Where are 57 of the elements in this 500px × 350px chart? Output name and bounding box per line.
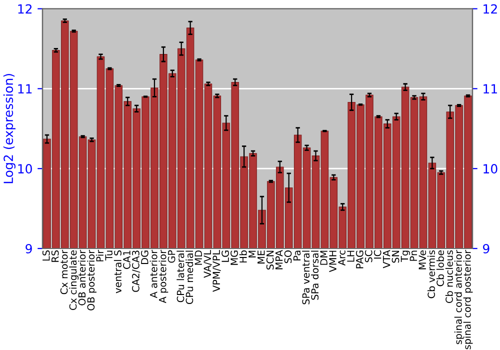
x-tick-label: DG: [140, 250, 148, 264]
x-tick-label: Pir: [96, 250, 104, 262]
x-tick-label: Tg: [400, 250, 410, 262]
x-tick-label: VMH: [329, 250, 336, 272]
y2-tick-label: 10: [484, 164, 498, 174]
x-tick-label: SPa dorsal: [311, 250, 319, 300]
x-tick-label: Pn: [410, 250, 417, 261]
x-tick-label: OB anterior: [78, 250, 86, 306]
x-tick-label: Cb vermis: [427, 250, 436, 298]
x-tick-label: LS: [42, 250, 50, 261]
y2-tick-label: 12: [484, 4, 497, 14]
y-axis-title: Log2 (expression): [3, 74, 16, 184]
x-tick-label: Hb: [239, 250, 247, 262]
x-tick-label: MVe: [418, 250, 426, 270]
x-tick-label: LG: [222, 250, 229, 262]
x-tick-label: Pa: [293, 250, 301, 260]
x-tick-label: SPa ventral: [302, 250, 310, 304]
x-tick-label: Cb nucleus: [445, 250, 453, 303]
y2-tick-label: 9: [483, 244, 490, 254]
x-tick-label: OB posterior: [87, 250, 96, 310]
x-tick-label: GP: [168, 250, 176, 263]
x-tick-label: CPu lateral: [176, 250, 184, 302]
x-tick-label: Cb lobe: [436, 250, 444, 286]
x-tick-label: SC: [364, 250, 372, 262]
x-tick-label: MPA: [275, 250, 283, 270]
x-tick-label: CA1: [123, 250, 130, 269]
x-tick-label: M: [248, 250, 256, 258]
x-tick-label: CA2/CA3: [132, 250, 140, 292]
x-tick-label: SN: [392, 250, 400, 263]
y2-tick-label: 11: [484, 84, 497, 94]
x-tick-label: CPu medial: [186, 250, 194, 304]
x-tick-label: VTA: [382, 250, 390, 268]
x-tick-label: Cx motor: [60, 250, 68, 294]
x-tick-label: spinal cord posterior: [463, 250, 473, 350]
x-tick-label: DM: [320, 250, 328, 265]
x-tick-label: PAG: [356, 250, 364, 268]
y-tick-label: 10: [18, 164, 32, 174]
x-tick-label: RS: [51, 250, 59, 262]
x-tick-label: Arc: [338, 250, 346, 266]
x-tick-label: SO: [284, 250, 292, 264]
x-tick-label: VA/VL: [204, 250, 212, 278]
x-tick-label: VPM/VPL: [212, 250, 221, 292]
x-tick-label: Tu: [105, 250, 113, 261]
x-tick-label: MD: [194, 250, 202, 265]
x-tick-label: A anterior: [150, 250, 158, 298]
x-tick-label: LH: [347, 250, 354, 262]
x-tick-label: A posterior: [158, 250, 168, 304]
x-tick-label: ME: [258, 250, 265, 264]
x-tick-label: MG: [230, 250, 238, 265]
x-tick-label: ventral S: [114, 250, 122, 294]
y-tick-label: 11: [18, 84, 32, 94]
x-tick-label: spinal cord anterior: [454, 250, 464, 344]
y-tick-label: 12: [18, 4, 32, 14]
x-tick-label: Cx cingulate: [69, 250, 79, 310]
x-tick-label: IC: [374, 250, 382, 259]
x-tick-label: SCN: [266, 250, 274, 270]
y-tick-label: 9: [26, 244, 32, 254]
